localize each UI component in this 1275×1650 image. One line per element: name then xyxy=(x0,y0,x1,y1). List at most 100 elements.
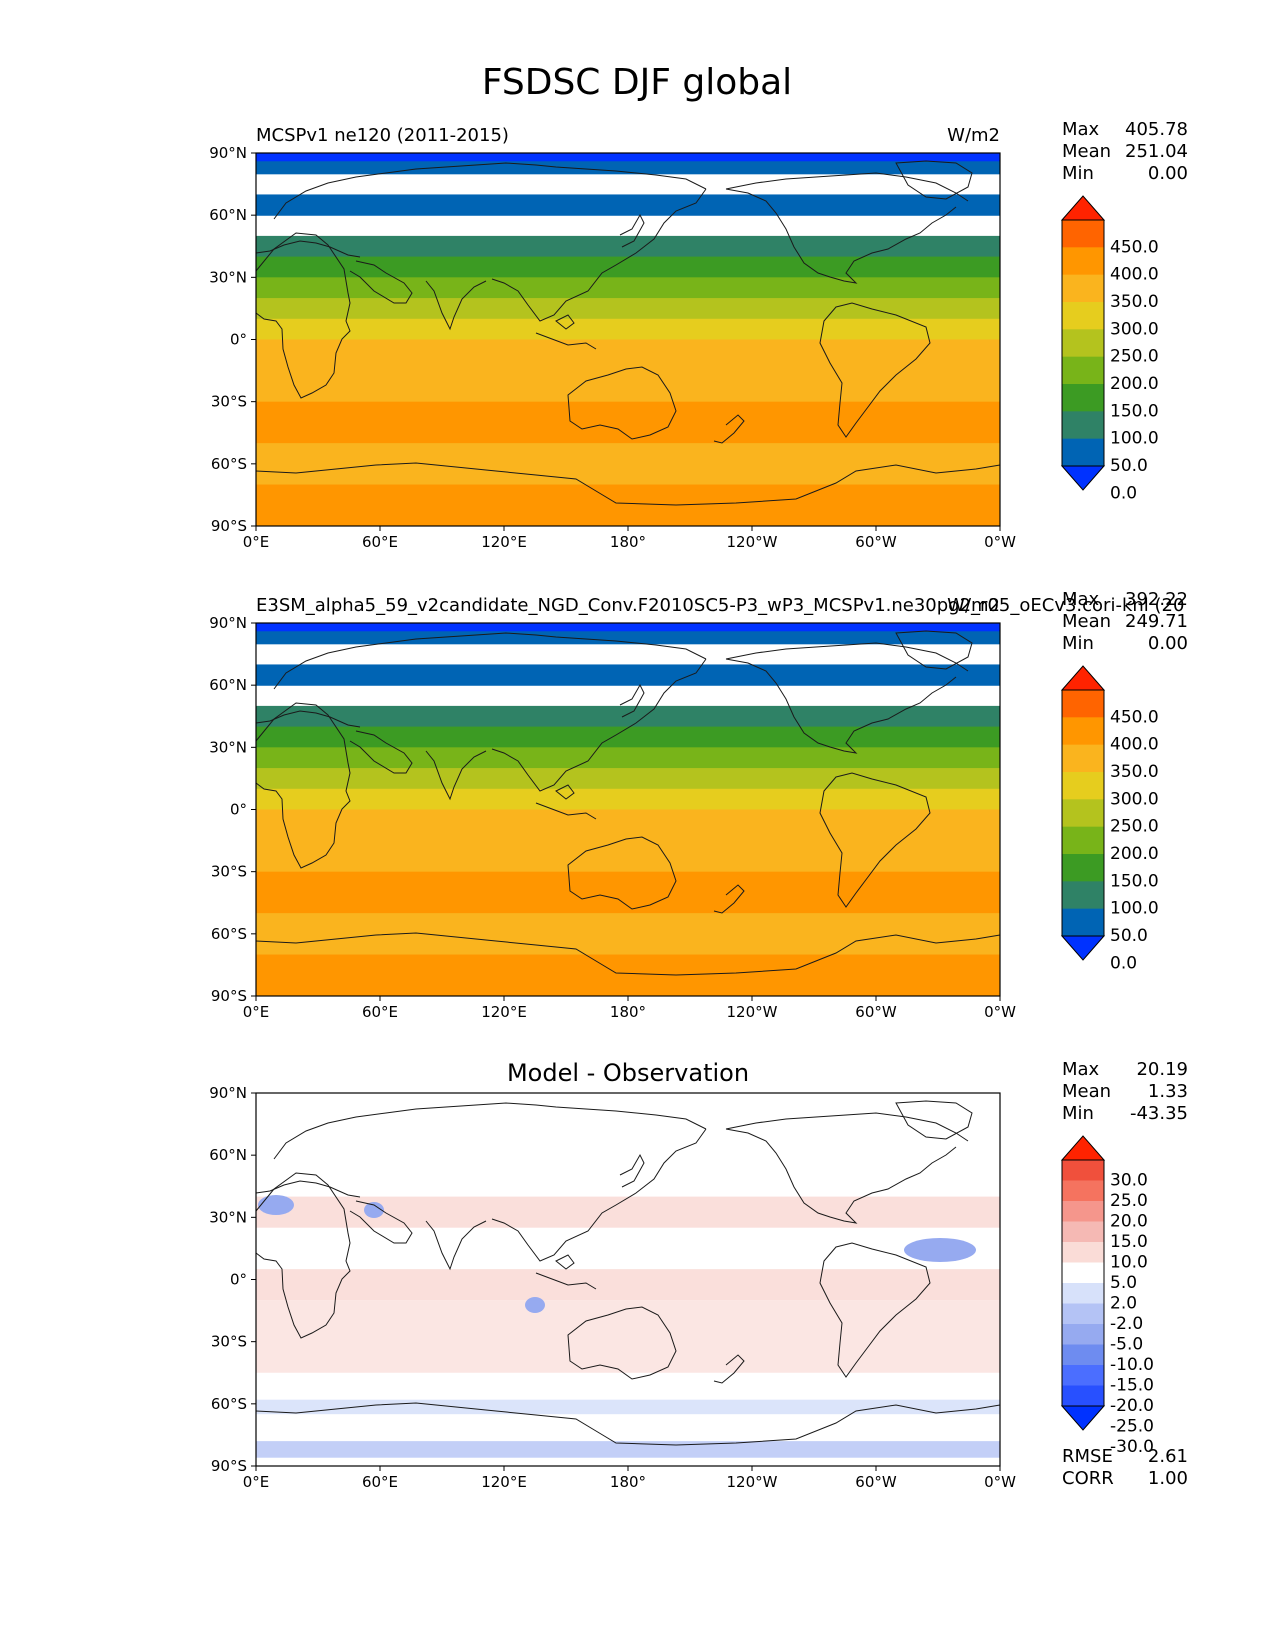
colorbar-segment xyxy=(1062,1242,1104,1263)
y-tick-label: 30°S xyxy=(211,863,247,881)
colorbar-tick-label: -30.0 xyxy=(1110,1437,1154,1457)
colorbar-tick-label: 400.0 xyxy=(1110,265,1159,285)
figure-title: FSDSC DJF global xyxy=(482,62,792,103)
panel1-min-value: 0.00 xyxy=(1148,163,1188,184)
colorbar-tick-label: 25.0 xyxy=(1110,1191,1148,1211)
panel1-max-label: Max xyxy=(1062,119,1100,140)
lat-band xyxy=(256,318,1000,341)
panel3-stats: Max 20.19 Mean 1.33 Min -43.35 xyxy=(1062,1059,1188,1124)
colorbar-tick-label: 50.0 xyxy=(1110,926,1148,946)
x-tick-label: 180° xyxy=(610,1473,646,1491)
y-tick-label: 0° xyxy=(230,801,247,819)
lat-band xyxy=(256,747,1000,769)
x-tick-label: 120°E xyxy=(481,1003,527,1021)
lat-band xyxy=(256,788,1000,811)
colorbar-tick-label: 100.0 xyxy=(1110,899,1159,919)
lat-band xyxy=(256,954,1000,976)
colorbar-segment xyxy=(1062,302,1104,330)
colorbar-tick-label: 200.0 xyxy=(1110,844,1159,864)
colorbar-segment xyxy=(1062,881,1104,910)
lat-band xyxy=(256,664,1000,686)
colorbar-segment xyxy=(1062,1324,1104,1345)
colorbar-tick-label: 250.0 xyxy=(1110,347,1159,367)
colorbar-tick-label: -15.0 xyxy=(1110,1376,1154,1396)
y-tick-label: 60°S xyxy=(211,1395,247,1413)
colorbar-segment xyxy=(1062,247,1104,276)
panel2-left-title: E3SM_alpha5_59_v2candidate_NGD_Conv.F201… xyxy=(256,595,1184,616)
colorbar-tick-label: 5.0 xyxy=(1110,1273,1137,1293)
y-tick-label: 0° xyxy=(230,331,247,349)
panel3-max-label: Max xyxy=(1062,1059,1100,1080)
colorbar-tick-label: -20.0 xyxy=(1110,1396,1154,1416)
panel1-min-label: Min xyxy=(1062,163,1094,184)
colorbar-tick-label: 100.0 xyxy=(1110,429,1159,449)
panel2-colorbar: 450.0 400.0 350.0 300.0 250.0 200.0 150.0 100.0… xyxy=(1060,665,1159,973)
colorbar-tick-label: 150.0 xyxy=(1110,401,1159,421)
x-tick-label: 60°W xyxy=(855,1003,897,1021)
y-tick-label: 60°N xyxy=(209,1146,247,1164)
y-tick-label: 90°N xyxy=(209,1084,247,1102)
lat-band xyxy=(256,705,1000,728)
lat-band xyxy=(256,339,1000,361)
lat-band xyxy=(256,422,1000,444)
diff-band xyxy=(256,1269,1000,1301)
lat-band xyxy=(256,443,1000,465)
colorbar-tick-label: 0.0 xyxy=(1110,953,1137,973)
colorbar-tick-label: 400.0 xyxy=(1110,735,1159,755)
colorbar-segment xyxy=(1062,384,1104,412)
x-tick-label: 0°W xyxy=(984,1003,1016,1021)
colorbar-segment xyxy=(1062,717,1104,746)
lat-band xyxy=(256,768,1000,790)
x-tick-label: 0°E xyxy=(243,533,270,551)
colorbar-tick-label: 300.0 xyxy=(1110,789,1159,809)
x-tick-label: 0°E xyxy=(243,1473,270,1491)
y-tick-label: 30°N xyxy=(209,738,247,756)
panel3-min-label: Min xyxy=(1062,1103,1094,1124)
x-tick-label: 120°W xyxy=(727,533,778,551)
colorbar-segment xyxy=(1062,854,1104,882)
colorbar-segment xyxy=(1062,1283,1104,1304)
corr-value: 1.00 xyxy=(1148,1468,1188,1489)
lat-band xyxy=(256,830,1000,852)
colorbar-segment xyxy=(1062,908,1104,937)
panel1-mean-value: 251.04 xyxy=(1125,141,1188,162)
x-tick-label: 120°E xyxy=(481,1473,527,1491)
rmse-value: 2.61 xyxy=(1148,1446,1188,1467)
colorbar-segment xyxy=(1062,356,1104,385)
lat-band xyxy=(256,401,1000,423)
panel2-min-value: 0.00 xyxy=(1148,633,1188,654)
y-tick-label: 90°N xyxy=(209,614,247,632)
panel1-max-value: 405.78 xyxy=(1125,119,1188,140)
colorbar-tick-label: -10.0 xyxy=(1110,1355,1154,1375)
diff-band xyxy=(256,1399,1000,1415)
lat-band xyxy=(256,463,1000,486)
panel3-min-value: -43.35 xyxy=(1130,1103,1188,1124)
colorbar-tick-label: -25.0 xyxy=(1110,1417,1154,1437)
diff-band xyxy=(256,1300,1000,1373)
panel3-max-value: 20.19 xyxy=(1136,1059,1188,1080)
y-tick-label: 30°S xyxy=(211,1333,247,1351)
panel3-metrics: RMSE 2.61 CORR 1.00 xyxy=(1062,1446,1188,1489)
colorbar-extend-top xyxy=(1060,195,1106,221)
lat-band xyxy=(256,235,1000,258)
lat-band xyxy=(256,277,1000,299)
colorbar-extend-bottom xyxy=(1060,465,1106,491)
colorbar-tick-label: 20.0 xyxy=(1110,1212,1148,1232)
colorbar-segment xyxy=(1062,1221,1104,1243)
colorbar-segment xyxy=(1062,1303,1104,1325)
lat-band xyxy=(256,298,1000,320)
colorbar-tick-label: 15.0 xyxy=(1110,1232,1148,1252)
colorbar-tick-label: 10.0 xyxy=(1110,1253,1148,1273)
colorbar-segment xyxy=(1062,438,1104,467)
colorbar-segment xyxy=(1062,411,1104,440)
x-tick-label: 120°W xyxy=(727,1473,778,1491)
colorbar-segment xyxy=(1062,1344,1104,1366)
colorbar-tick-label: 450.0 xyxy=(1110,707,1159,727)
panel1-map-bands xyxy=(256,153,1000,526)
lat-band xyxy=(256,850,1000,873)
lat-band xyxy=(256,380,1000,403)
colorbar-segment xyxy=(1062,1201,1104,1222)
panel2-max-label: Max xyxy=(1062,589,1100,610)
lat-band xyxy=(256,194,1000,216)
lat-band xyxy=(256,913,1000,935)
